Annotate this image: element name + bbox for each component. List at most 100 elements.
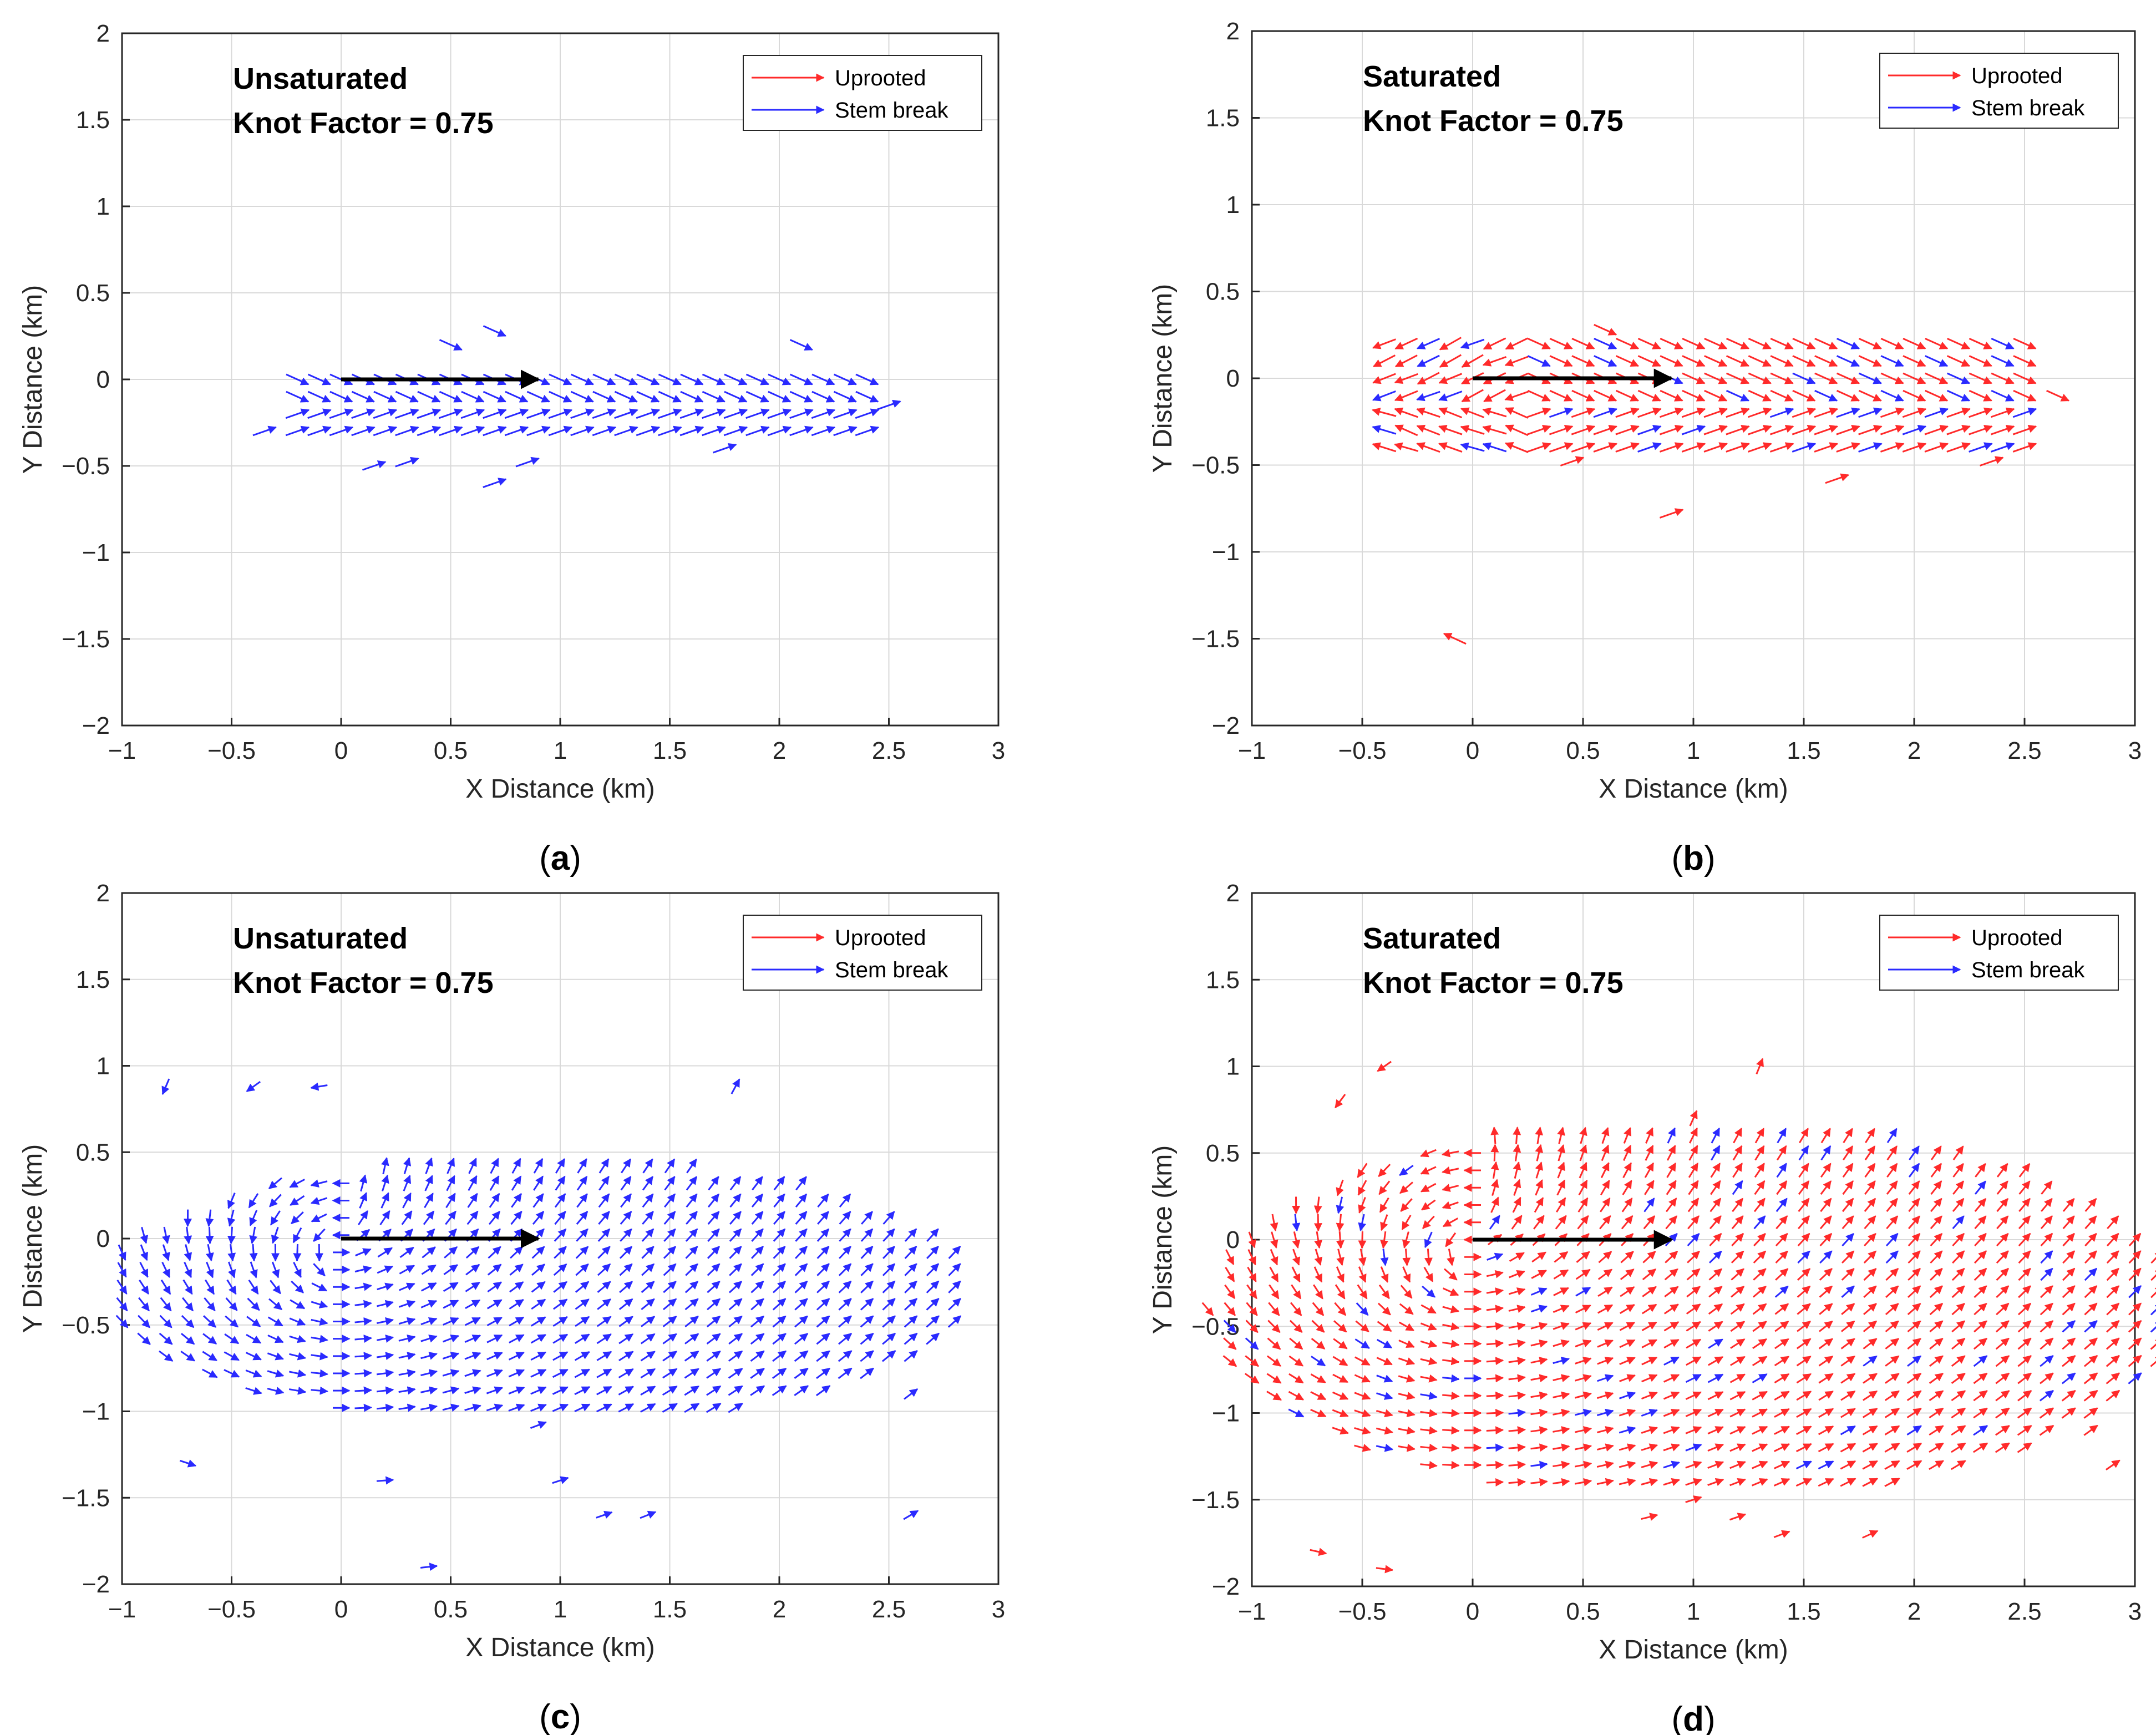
uprooted-vector: [1990, 407, 2015, 418]
stem-break-vector: [227, 1209, 236, 1227]
stem-break-vector: [376, 1317, 394, 1326]
uprooted-vector: [1660, 338, 1683, 349]
stem-break-vector: [702, 425, 726, 437]
stem-break-vector: [399, 1246, 414, 1259]
stem-break-vector: [750, 1350, 765, 1362]
stem-break-vector: [904, 1298, 918, 1311]
uprooted-vector: [1792, 338, 1816, 349]
stem-break-vector: [552, 1316, 568, 1327]
x-tick-label: 1.5: [653, 737, 687, 764]
stem-break-vector: [598, 1193, 610, 1208]
uprooted-vector: [1704, 372, 1728, 384]
stem-break-vector: [292, 1227, 302, 1244]
stem-break-vector: [640, 1386, 656, 1396]
uprooted-vector: [1483, 389, 1506, 403]
stem-break-vector: [489, 1175, 500, 1191]
stem-break-vector: [724, 373, 748, 385]
stem-break-vector: [202, 1333, 217, 1345]
stem-break-vector: [267, 1352, 284, 1361]
stem-break-vector: [816, 1332, 830, 1345]
legend-box: [1879, 53, 2119, 129]
x-axis-label: X Distance (km): [465, 1633, 655, 1662]
stem-break-vector: [291, 1280, 304, 1293]
uprooted-vector: [1549, 389, 1573, 402]
stem-break-vector: [948, 1280, 961, 1293]
stem-break-vector: [773, 1211, 785, 1225]
stem-break-vector: [530, 1421, 547, 1429]
stem-break-vector: [707, 1211, 720, 1225]
stem-break-vector: [663, 1228, 676, 1242]
uprooted-vector: [1903, 355, 1926, 367]
stem-break-vector: [728, 1350, 743, 1362]
uprooted-vector: [2013, 338, 2037, 349]
uprooted-vector: [1814, 407, 1838, 418]
stem-break-vector: [707, 1281, 721, 1293]
stem-break-vector: [575, 1246, 589, 1259]
stem-break-vector: [684, 1281, 699, 1293]
legend-label-stem_break: Stem break: [835, 958, 949, 982]
stem-break-vector: [417, 390, 441, 403]
stem-break-vector: [401, 1210, 413, 1225]
stem-break-vector: [860, 1298, 874, 1311]
stem-break-vector: [596, 1368, 612, 1378]
stem-break-vector: [882, 1245, 895, 1259]
stem-break-vector: [532, 1210, 545, 1225]
stem-break-vector: [640, 1333, 656, 1345]
stem-break-vector: [245, 1369, 262, 1378]
uprooted-vector: [1659, 425, 1684, 435]
stem-break-vector: [614, 390, 638, 403]
stem-break-vector: [398, 1317, 416, 1326]
stem-break-vector: [509, 1264, 524, 1276]
stem-break-vector: [552, 1368, 569, 1378]
stem-break-vector: [376, 1386, 394, 1395]
uprooted-vector: [1769, 425, 1794, 435]
stem-break-vector: [574, 1403, 591, 1412]
stem-break-vector: [249, 1226, 258, 1244]
stem-break-vector: [483, 425, 507, 437]
stem-break-vector: [794, 1350, 809, 1362]
stem-break-vector: [376, 1476, 394, 1485]
stem-break-vector: [359, 1192, 367, 1209]
x-tick-label: 0: [334, 1596, 348, 1623]
stem-break-vector: [707, 1228, 720, 1242]
stem-break-vector: [533, 1175, 544, 1191]
stem-break-vector: [750, 1333, 765, 1345]
stem-break-vector: [575, 1333, 590, 1344]
stem-break-vector: [1924, 407, 1949, 418]
uprooted-vector: [1726, 407, 1750, 418]
stem-break-vector: [420, 1352, 438, 1360]
stem-break-vector: [575, 1263, 589, 1276]
stem-break-vector: [575, 1281, 590, 1293]
legend-label-stem_break: Stem break: [1971, 958, 2086, 982]
uprooted-vector: [1814, 355, 1838, 367]
stem-break-vector: [530, 1316, 546, 1327]
panel-title-condition: Unsaturated: [233, 922, 408, 955]
stem-break-vector: [531, 1246, 545, 1259]
chart-panel-a: −1 −0.5 0 0.5 1 1.5 2 2.5 3 −2 −1.5 −1 −0.5 0 0.5 1 1.5 2…: [18, 20, 1005, 877]
stem-break-vector: [159, 1350, 174, 1362]
uprooted-vector: [1770, 355, 1794, 367]
stem-break-vector: [1372, 390, 1396, 402]
stem-break-vector: [1792, 372, 1816, 384]
stem-break-vector: [618, 1333, 634, 1345]
stem-break-vector: [728, 1315, 743, 1328]
stem-break-vector: [443, 1300, 459, 1309]
stem-break-vector: [354, 1265, 372, 1274]
stem-break-vector: [162, 1244, 170, 1261]
stem-break-vector: [138, 1297, 150, 1312]
stem-break-vector: [640, 1351, 656, 1362]
uprooted-vector: [1482, 425, 1507, 435]
stem-break-vector: [379, 1210, 390, 1225]
panel-label-letter: a: [551, 839, 570, 877]
stem-break-vector: [354, 1386, 372, 1395]
uprooted-vector: [1394, 337, 1418, 350]
uprooted-vector: [1527, 389, 1551, 402]
stem-break-vector: [592, 373, 616, 385]
stem-break-vector: [291, 1211, 304, 1225]
uprooted-vector: [1505, 337, 1529, 350]
y-tick-label: −0.5: [62, 453, 110, 480]
uprooted-vector: [1460, 407, 1485, 418]
stem-break-vector: [420, 1386, 438, 1395]
stem-break-vector: [377, 1247, 393, 1258]
x-tick-label: 3: [2128, 1598, 2142, 1625]
